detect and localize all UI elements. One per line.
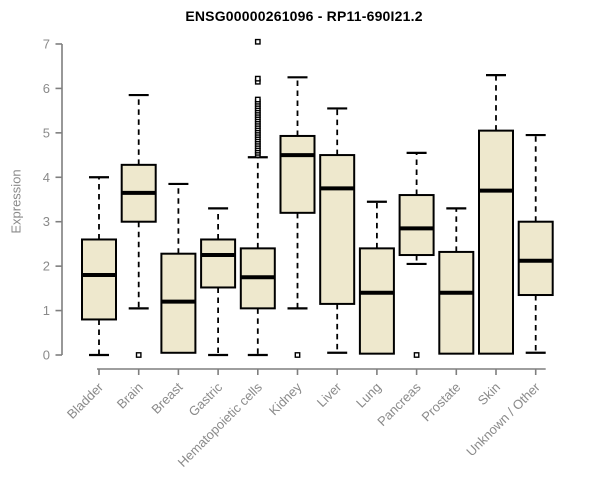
x-category-label-unknown-other: Unknown / Other: [463, 379, 543, 459]
x-category-label-skin: Skin: [475, 380, 503, 408]
outlier-point-hematopoietic-cells: [254, 75, 261, 82]
x-category-label-pancreas: Pancreas: [374, 379, 424, 429]
outlier-point-hematopoietic-cells: [254, 38, 261, 45]
x-category-label-bladder: Bladder: [64, 379, 107, 422]
y-tick-label-2: 2: [43, 259, 50, 274]
y-tick-label-6: 6: [43, 81, 50, 96]
x-category-label-lung: Lung: [353, 380, 384, 411]
y-tick-label-1: 1: [43, 303, 50, 318]
x-category-label-prostate: Prostate: [419, 380, 464, 425]
box-pancreas: [398, 194, 435, 257]
box-skin: [478, 129, 514, 355]
outlier-point-hematopoietic-cells: [254, 96, 261, 103]
x-category-label-brain: Brain: [114, 380, 146, 412]
box-kidney: [279, 134, 316, 214]
box-unknown-other: [517, 220, 554, 297]
box-liver: [319, 154, 356, 305]
x-category-label-kidney: Kidney: [266, 379, 305, 418]
y-tick-label-3: 3: [43, 214, 50, 229]
y-tick-label-5: 5: [43, 125, 50, 140]
box-bladder: [81, 238, 117, 321]
chart-title: ENSG00000261096 - RP11-690I21.2: [185, 8, 423, 24]
y-tick-label-7: 7: [43, 36, 50, 51]
y-tick-label-0: 0: [43, 348, 50, 363]
y-tick-label-4: 4: [43, 170, 50, 185]
x-category-label-liver: Liver: [314, 379, 345, 410]
outlier-point-brain: [135, 352, 142, 358]
outlier-point-kidney: [294, 352, 301, 358]
box-gastric: [200, 238, 237, 289]
box-prostate: [438, 250, 475, 355]
x-category-label-breast: Breast: [148, 379, 185, 416]
box-lung: [358, 247, 395, 355]
outlier-point-pancreas: [413, 352, 420, 358]
